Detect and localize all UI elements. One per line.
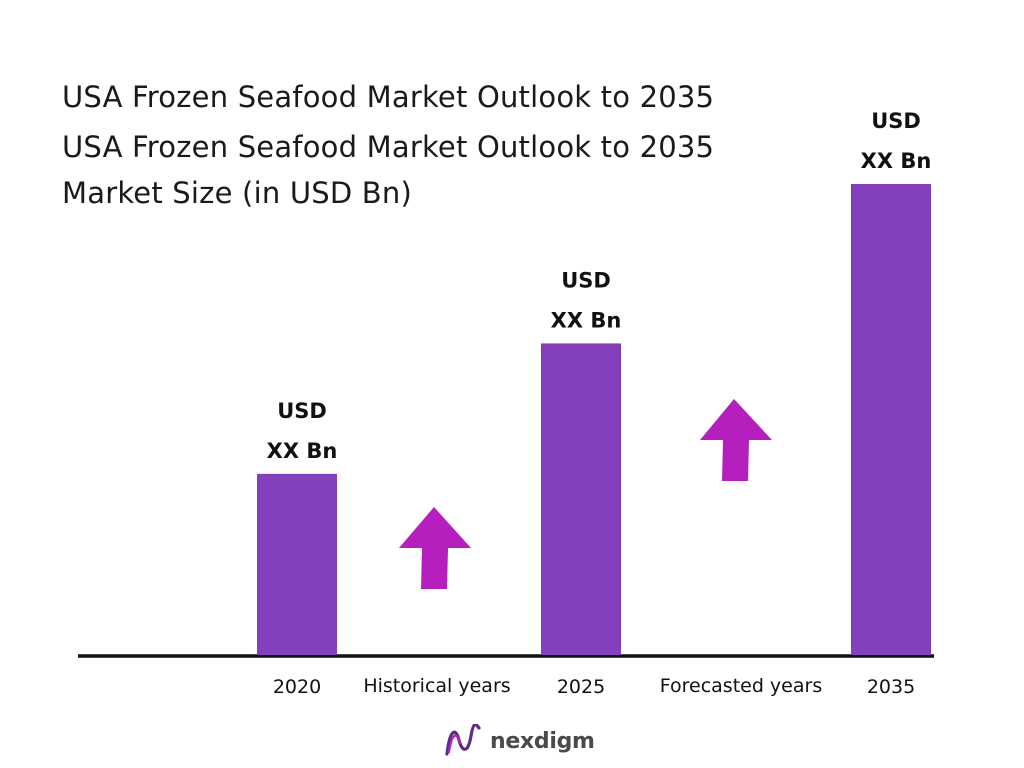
bar-value-label-amount: XX Bn [861, 149, 932, 173]
growth-arrow-icon [700, 399, 772, 481]
bar-2025 [541, 343, 621, 655]
x-tick-label: 2025 [557, 676, 605, 698]
bar-value-label-amount: XX Bn [551, 308, 622, 332]
x-tick-label: 2035 [867, 676, 915, 698]
period-label: Historical years [363, 675, 510, 697]
bar-2020 [257, 473, 337, 655]
brand-name: nexdigm [490, 728, 595, 754]
growth-arrow-icon [399, 507, 471, 589]
chart-title-repeat: USA Frozen Seafood Market Outlook to 203… [62, 130, 715, 164]
period-label: Forecasted years [660, 675, 822, 697]
bar-2035 [851, 184, 931, 655]
bar-value-label-amount: XX Bn [267, 439, 338, 463]
bar-value-label-currency: USD [871, 109, 921, 133]
chart-title: USA Frozen Seafood Market Outlook to 203… [62, 80, 715, 114]
brand-logo: nexdigm [444, 724, 595, 758]
growth-arrows-group [399, 399, 772, 589]
bar-value-label-currency: USD [561, 268, 611, 292]
chart-subtitle: Market Size (in USD Bn) [62, 176, 412, 210]
nexdigm-logo-icon [445, 724, 481, 756]
x-tick-label: 2020 [273, 676, 321, 698]
bar-value-label-currency: USD [277, 399, 327, 423]
bars-group: USD XX Bn 2020 USD XX Bn 2025 USD XX Bn 2035 Hist… [257, 109, 931, 698]
